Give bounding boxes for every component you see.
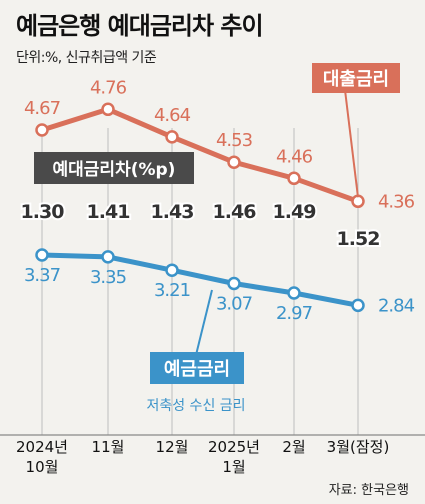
loan-data-label: 4.67 [24,98,60,119]
deposit-data-label: 3.21 [154,280,190,301]
loan-data-label: 4.46 [276,146,313,167]
spread-value-label: 1.41 [87,201,130,223]
loan-data-label: 4.76 [90,77,127,98]
loan-point [101,102,115,117]
deposit-leader-line [195,289,213,356]
loan-point [287,171,301,186]
deposit-point [227,276,241,291]
deposit-legend-box [150,352,244,384]
loan-point [351,194,365,209]
deposit-line [41,252,359,308]
deposit-data-label: 2.97 [276,303,312,324]
spread-legend-label: 예대금리차(%p) [53,160,176,180]
source-note: 자료: 한국은행 [328,483,409,498]
x-tick-label: 2024년 10월 [16,438,68,476]
loan-point [35,123,49,137]
chart-title: 예금은행 예대금리차 추이 [16,12,264,40]
spread-value-label: 1.49 [273,201,316,223]
loan-point [165,130,179,144]
loan-leader-line [344,89,359,198]
x-tick-label: 12월 [156,438,189,456]
deposit-point [165,263,179,277]
deposit-point [35,248,49,262]
spread-value-label: 1.30 [21,201,65,223]
loan-data-label: 4.64 [154,105,191,126]
spread-value-label: 1.43 [151,201,194,223]
deposit-point [101,250,115,264]
chart-subtitle: 단위:%, 신규취급액 기준 [16,50,157,66]
x-tick-label: 11월 [92,438,125,456]
loan-data-label: 4.36 [378,191,415,212]
x-tick-label: 3월(잠정) [327,438,390,456]
loan-line [41,106,359,204]
loan-legend-label: 대출금리 [323,69,389,90]
spread-value-label: 1.46 [213,201,257,223]
deposit-data-label: 3.37 [24,265,60,286]
spread-legend-box [34,152,194,184]
loan-point [227,155,241,169]
deposit-legend-sublabel: 저축성 수신 금리 [146,398,245,414]
spread-value-label: 1.52 [337,228,380,250]
x-tick-label: 2월 [282,438,305,456]
loan-legend-box [312,63,400,93]
deposit-point [351,298,365,313]
loan-data-label: 4.53 [216,130,253,151]
deposit-data-label: 3.07 [216,294,252,315]
deposit-point [287,286,301,300]
x-tick-label: 2025년 1월 [208,438,260,476]
deposit-data-label: 2.84 [378,295,415,316]
deposit-legend-label: 예금금리 [164,359,230,380]
deposit-data-label: 3.35 [90,267,126,288]
